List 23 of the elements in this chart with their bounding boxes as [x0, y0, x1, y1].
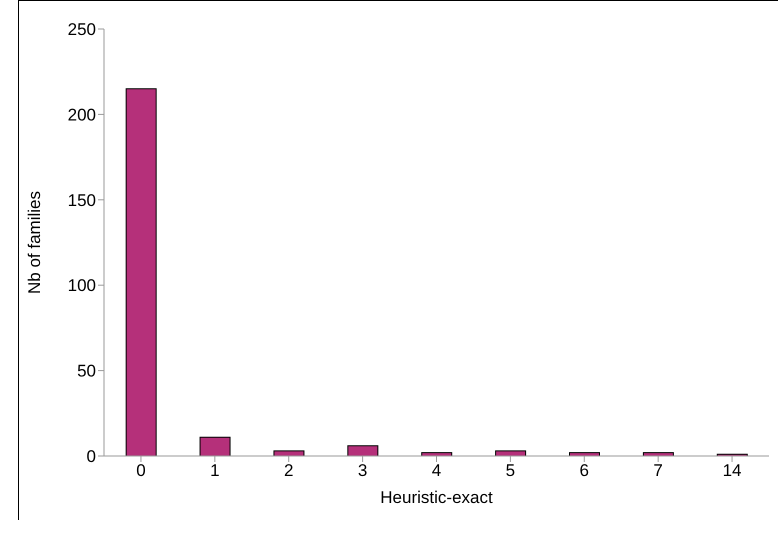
y-tick-label: 100	[68, 276, 96, 296]
x-tick-label: 3	[358, 461, 368, 480]
bar	[347, 445, 378, 456]
x-tick-label: 5	[506, 461, 516, 480]
x-tick-label: 7	[653, 461, 663, 480]
x-tick-label: 14	[722, 461, 742, 480]
y-axis-title: Nb of families	[25, 191, 44, 294]
x-tick-label: 6	[580, 461, 590, 480]
bar	[642, 452, 674, 456]
y-tick-label: 0	[86, 447, 96, 466]
x-tick-label: 2	[284, 461, 294, 480]
y-tick-label: 50	[77, 362, 96, 381]
bar	[126, 88, 157, 456]
bar	[200, 436, 231, 456]
x-tick-label: 1	[210, 461, 220, 480]
bar	[421, 452, 452, 456]
x-tick-label: 0	[136, 461, 146, 480]
bar	[569, 452, 600, 456]
x-axis-title: Heuristic-exact	[380, 488, 493, 507]
y-tick-label: 250	[68, 20, 96, 40]
x-tick-label: 4	[432, 461, 442, 480]
y-tick-label: 150	[68, 190, 96, 210]
y-tick-label: 200	[68, 105, 96, 124]
